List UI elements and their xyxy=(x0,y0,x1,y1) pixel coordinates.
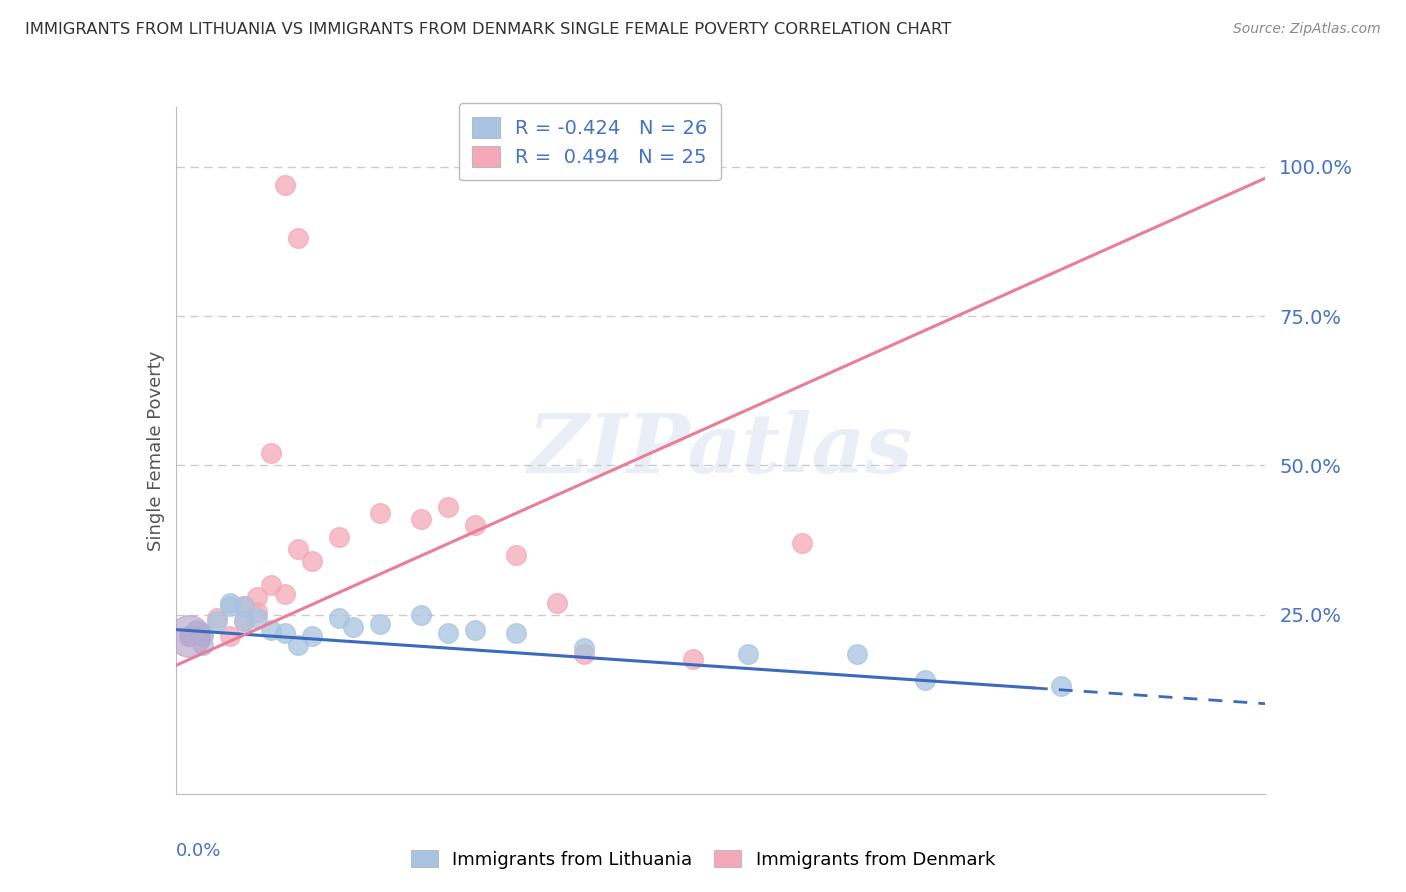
Point xyxy=(274,178,297,192)
Point xyxy=(246,590,269,604)
Text: ZIPatlas: ZIPatlas xyxy=(527,410,914,491)
Point xyxy=(792,536,814,550)
Point xyxy=(368,506,391,520)
Point xyxy=(409,512,432,526)
Point xyxy=(186,623,208,637)
Point xyxy=(464,518,486,533)
Point xyxy=(682,652,704,666)
Point xyxy=(219,596,242,610)
Point xyxy=(191,638,214,652)
Point xyxy=(246,610,269,624)
Text: IMMIGRANTS FROM LITHUANIA VS IMMIGRANTS FROM DENMARK SINGLE FEMALE POVERTY CORRE: IMMIGRANTS FROM LITHUANIA VS IMMIGRANTS … xyxy=(25,22,952,37)
Point xyxy=(232,614,254,628)
Point xyxy=(437,625,460,640)
Legend: R = -0.424   N = 26, R =  0.494   N = 25: R = -0.424 N = 26, R = 0.494 N = 25 xyxy=(458,103,721,180)
Point xyxy=(219,599,242,613)
Point xyxy=(191,629,214,643)
Point xyxy=(232,599,254,613)
Point xyxy=(301,629,323,643)
Point xyxy=(914,673,936,688)
Point xyxy=(246,605,269,619)
Point xyxy=(1050,679,1073,693)
Point xyxy=(232,599,254,613)
Legend: Immigrants from Lithuania, Immigrants from Denmark: Immigrants from Lithuania, Immigrants fr… xyxy=(404,843,1002,876)
Point xyxy=(191,625,214,640)
Y-axis label: Single Female Poverty: Single Female Poverty xyxy=(146,351,165,550)
Point xyxy=(437,500,460,515)
Point xyxy=(287,638,309,652)
Point xyxy=(274,625,297,640)
Point xyxy=(301,554,323,568)
Point xyxy=(328,530,350,544)
Point xyxy=(505,548,527,562)
Point xyxy=(179,629,201,643)
Point xyxy=(205,614,228,628)
Point xyxy=(464,623,486,637)
Point xyxy=(574,640,596,655)
Point xyxy=(546,596,568,610)
Point xyxy=(287,541,309,556)
Text: 0.0%: 0.0% xyxy=(176,842,221,860)
Point xyxy=(219,629,242,643)
Point xyxy=(368,616,391,631)
Point xyxy=(342,620,364,634)
Point xyxy=(737,647,759,661)
Point xyxy=(574,647,596,661)
Point xyxy=(274,587,297,601)
Point xyxy=(232,614,254,628)
Point xyxy=(179,629,201,643)
Point xyxy=(845,647,868,661)
Point xyxy=(409,607,432,622)
Point xyxy=(287,231,309,245)
Point xyxy=(260,578,283,592)
Point xyxy=(260,446,283,460)
Point xyxy=(505,625,527,640)
Text: Source: ZipAtlas.com: Source: ZipAtlas.com xyxy=(1233,22,1381,37)
Point xyxy=(205,610,228,624)
Point xyxy=(179,629,201,643)
Point xyxy=(328,610,350,624)
Point xyxy=(260,623,283,637)
